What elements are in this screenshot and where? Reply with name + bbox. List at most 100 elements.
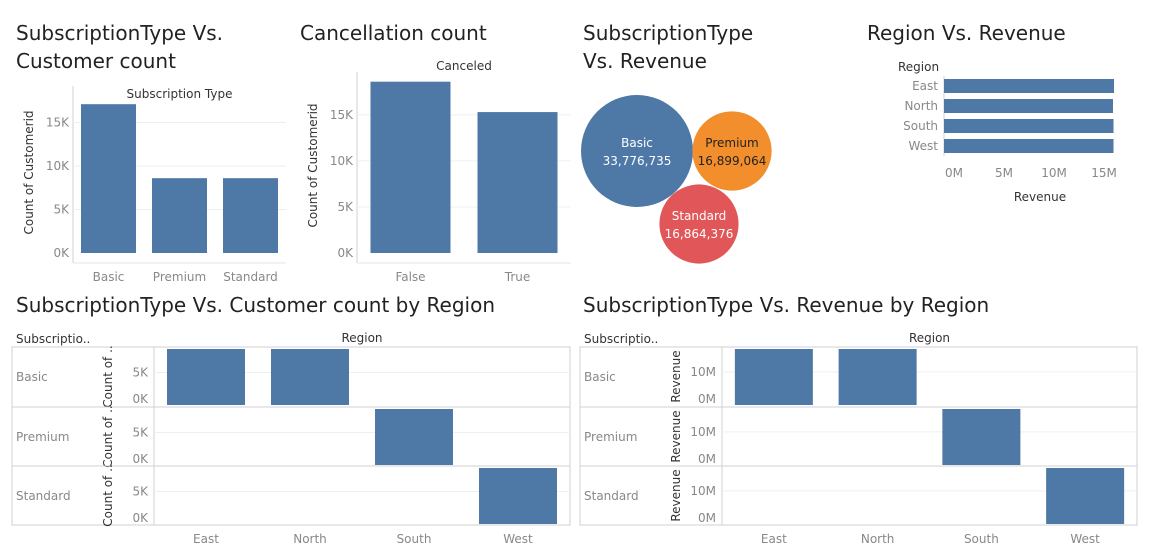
y-tick-label: North [904,99,938,113]
bar-north [944,99,1113,113]
x-tick-label: North [861,532,895,546]
y-tick-label: 5K [132,484,149,498]
chart-header: Region [898,60,939,74]
y-axis-title: Count of .. [101,464,115,526]
y-tick-label: South [903,119,938,133]
bubble-value-basic: 33,776,735 [603,154,672,168]
panel-border [579,346,1138,526]
bar-basic-east [734,349,813,405]
chart-title-sub-count: SubscriptionType Vs. Customer count [16,19,223,75]
col-header: Region [909,331,950,345]
y-axis-title: Count of .. [101,345,115,407]
row-label-standard: Standard [584,489,639,503]
bar-premium [152,178,207,253]
bar-basic-east [167,349,245,405]
y-tick-label: 0M [698,511,716,525]
x-tick-label: Basic [93,270,125,284]
panel-border [11,346,571,526]
bar-false [370,81,451,254]
chart-title-sub-revenue-line2: Vs. Revenue [583,49,707,73]
chart-title-sub-revenue: SubscriptionType Vs. Revenue [583,19,753,75]
bar-standard [223,178,278,253]
row-header: Subscriptio.. [16,332,90,346]
bubble-label-standard: Standard [672,209,727,223]
y-axis-title: Revenue [669,350,683,402]
y-tick-label: 0K [132,452,149,466]
row-header: Subscriptio.. [584,332,658,346]
y-axis-title: Count of Customerid [306,103,320,227]
bar-basic-north [838,349,917,405]
bubble-label-premium: Premium [705,136,758,150]
bar-south [944,119,1114,133]
y-tick-label: 15K [46,115,70,129]
x-tick-label: 0M [945,166,963,180]
y-tick-label: 0K [337,246,354,260]
y-axis-title: Revenue [669,469,683,521]
y-axis-title: Count of Customerid [22,110,36,234]
bar-premium-south [942,409,1021,465]
x-tick-label: False [395,270,425,284]
chart-title-sub-revenue-line1: SubscriptionType [583,21,754,45]
row-label-basic: Basic [16,370,48,384]
x-tick-label: Premium [153,270,206,284]
y-tick-label: 5K [132,365,149,379]
bar-basic-north [271,349,349,405]
x-tick-label: West [1070,532,1100,546]
y-tick-label: 10K [330,154,354,168]
bubble-value-standard: 16,864,376 [665,227,734,241]
chart-title-region-revenue: Region Vs. Revenue [867,21,1066,45]
bar-standard-west [479,468,557,524]
y-tick-label: East [912,79,938,93]
y-tick-label: 5K [53,202,70,216]
bar-true [477,112,558,253]
bubble-standard [659,184,739,264]
x-tick-label: True [504,270,531,284]
chart-title-revenue-by-region: SubscriptionType Vs. Revenue by Region [583,293,990,317]
chart-title-sub-count-line2: Customer count [16,49,176,73]
row-label-standard: Standard [16,489,71,503]
x-axis-title: Revenue [1014,190,1066,204]
chart-header: Subscription Type [127,87,233,101]
x-tick-label: 10M [1041,166,1067,180]
chart-title-count-by-region: SubscriptionType Vs. Customer count by R… [16,293,496,317]
x-tick-label: South [397,532,432,546]
y-tick-label: 10M [690,365,716,379]
y-tick-label: 0K [53,246,70,260]
bar-premium-south [375,409,453,465]
y-tick-label: West [908,139,938,153]
x-tick-label: South [964,532,999,546]
bar-west [944,139,1114,153]
chart-title-sub-count-line1: SubscriptionType Vs. [16,21,224,45]
y-tick-label: 15K [330,108,354,122]
bar-east [944,79,1114,93]
row-label-basic: Basic [584,370,616,384]
y-tick-label: 10K [46,159,70,173]
x-tick-label: East [193,532,219,546]
col-header: Region [341,331,382,345]
bubble-label-basic: Basic [621,136,653,150]
chart-header: Canceled [436,59,492,73]
x-tick-label: North [293,532,327,546]
y-tick-label: 0K [132,392,149,406]
y-axis-title: Count of .. [101,405,115,467]
y-tick-label: 0M [698,452,716,466]
bubble-premium [692,111,772,191]
row-label-premium: Premium [16,430,69,444]
bar-standard-west [1046,468,1125,524]
x-tick-label: 15M [1091,166,1117,180]
y-tick-label: 10M [690,484,716,498]
bubble-value-premium: 16,899,064 [698,154,767,168]
y-tick-label: 5K [337,200,354,214]
x-tick-label: West [503,532,533,546]
y-axis-title: Revenue [669,410,683,462]
y-tick-label: 10M [690,425,716,439]
bar-basic [81,104,136,254]
x-tick-label: Standard [223,270,278,284]
y-tick-label: 0M [698,392,716,406]
y-tick-label: 5K [132,425,149,439]
